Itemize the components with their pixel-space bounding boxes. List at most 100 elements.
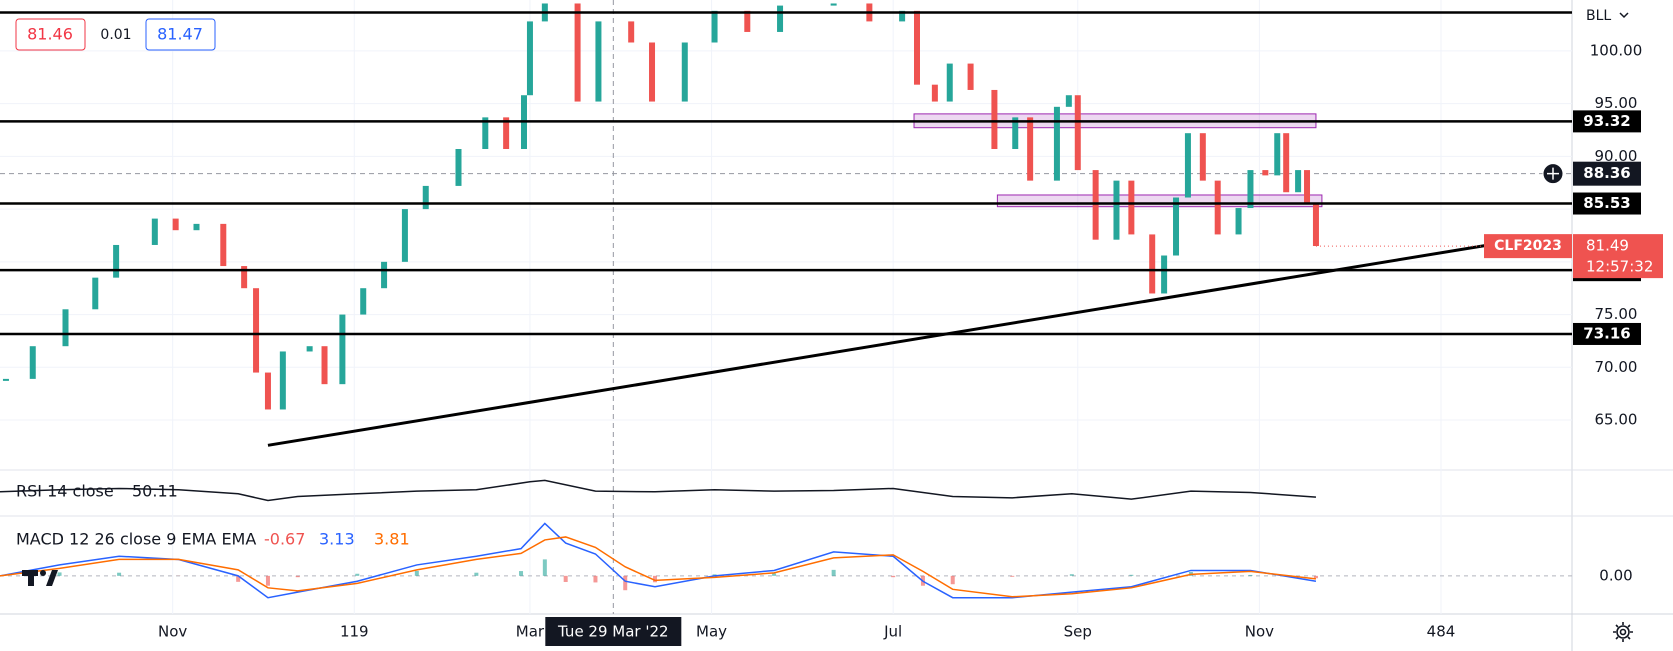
chevron <box>1619 12 1629 19</box>
crosshair-x-label: Tue 29 Mar '22 <box>557 623 669 641</box>
candle <box>220 223 227 267</box>
settings-icon[interactable] <box>1613 622 1633 642</box>
candle <box>172 218 179 231</box>
histogram-bar <box>295 575 300 578</box>
level-label: 85.53 <box>1583 194 1630 212</box>
candle <box>1065 95 1072 107</box>
candle <box>526 21 533 96</box>
legend-value: 3.81 <box>374 530 410 549</box>
histogram-bar <box>772 573 777 576</box>
candle <box>151 218 158 245</box>
histogram-bar <box>1010 575 1015 577</box>
candle <box>1274 133 1281 176</box>
candle <box>360 288 367 315</box>
y-tick-label: 0.00 <box>1599 566 1632 584</box>
candle <box>2 378 9 381</box>
candle <box>1092 170 1099 240</box>
histogram-bar <box>414 570 419 576</box>
candle <box>1214 180 1221 235</box>
bid: 81.46 <box>27 25 73 44</box>
candle <box>1149 234 1156 294</box>
candle <box>193 223 200 231</box>
candle <box>628 21 635 43</box>
histogram-bar <box>474 572 479 576</box>
candle <box>339 314 346 385</box>
candle <box>1247 170 1254 209</box>
histogram-bar <box>355 573 360 576</box>
ask: 81.47 <box>157 25 203 44</box>
candle <box>931 84 938 102</box>
candle <box>1027 117 1034 181</box>
y-tick-label: 70.00 <box>1595 358 1638 376</box>
crosshair-y-box <box>1573 161 1641 186</box>
logo[interactable] <box>22 570 58 586</box>
candle <box>1074 95 1081 171</box>
x-tick-label: Nov <box>158 623 187 641</box>
histogram-bar <box>623 575 628 591</box>
candle <box>62 309 69 347</box>
symbol-box <box>1484 234 1572 259</box>
symbol-label: CLF2023 <box>1494 238 1562 254</box>
macd-line <box>0 536 1317 598</box>
histogram-bar <box>891 575 896 578</box>
histogram-bar <box>831 569 836 576</box>
crosshair-y-label: 88.36 <box>1583 164 1630 182</box>
add-icon <box>1547 167 1559 180</box>
candle <box>1304 170 1311 203</box>
x-tick-label: 119 <box>340 623 369 641</box>
candle <box>401 209 408 262</box>
y-tick-label: 75.00 <box>1595 305 1638 323</box>
ask-box[interactable] <box>145 18 216 51</box>
candle <box>241 266 248 289</box>
candle <box>381 261 388 289</box>
candle <box>1173 197 1180 256</box>
candle <box>1128 180 1135 235</box>
candle <box>1312 202 1319 247</box>
candle <box>1113 180 1120 240</box>
histogram-bar <box>563 575 568 582</box>
candle <box>503 117 510 150</box>
candle <box>649 42 656 102</box>
legend-value: -0.67 <box>264 530 305 549</box>
candle <box>1161 255 1168 294</box>
candle <box>967 63 974 90</box>
x-tick-label: Nov <box>1245 623 1274 641</box>
candle <box>482 117 489 150</box>
trend-line <box>267 243 1489 447</box>
candle <box>1184 133 1191 198</box>
y-tick-label: 100.00 <box>1590 41 1643 59</box>
candle <box>1283 133 1290 193</box>
candle <box>264 372 271 410</box>
bid-box[interactable] <box>15 18 86 51</box>
histogram-bar <box>57 572 62 576</box>
histogram-bar <box>236 575 241 582</box>
x-tick-label: Mar <box>516 623 545 641</box>
candle <box>1012 117 1019 150</box>
rsi-value: 50.11 <box>132 482 178 501</box>
candle <box>455 149 462 186</box>
candle <box>1262 170 1269 176</box>
candle <box>29 346 36 379</box>
candle <box>1199 133 1206 181</box>
x-tick-label: Jul <box>883 623 902 641</box>
candle <box>1235 208 1242 235</box>
candle <box>595 21 602 102</box>
candle <box>946 63 953 102</box>
y-tick-label: 95.00 <box>1595 94 1638 112</box>
candle <box>1053 106 1060 181</box>
histogram-bar <box>593 575 598 583</box>
histogram-bar <box>1313 575 1318 579</box>
scale-mode[interactable]: BLL <box>1586 8 1611 24</box>
candle <box>92 277 99 310</box>
candle <box>681 42 688 102</box>
level-label-box <box>1573 192 1641 215</box>
candle <box>306 346 313 352</box>
candle <box>574 3 581 102</box>
candle <box>991 89 998 150</box>
last-price-box <box>1573 234 1663 279</box>
histogram-bar <box>1129 574 1134 576</box>
histogram-bar <box>117 572 122 576</box>
candle <box>744 10 751 32</box>
legend-value: 3.13 <box>319 530 355 549</box>
